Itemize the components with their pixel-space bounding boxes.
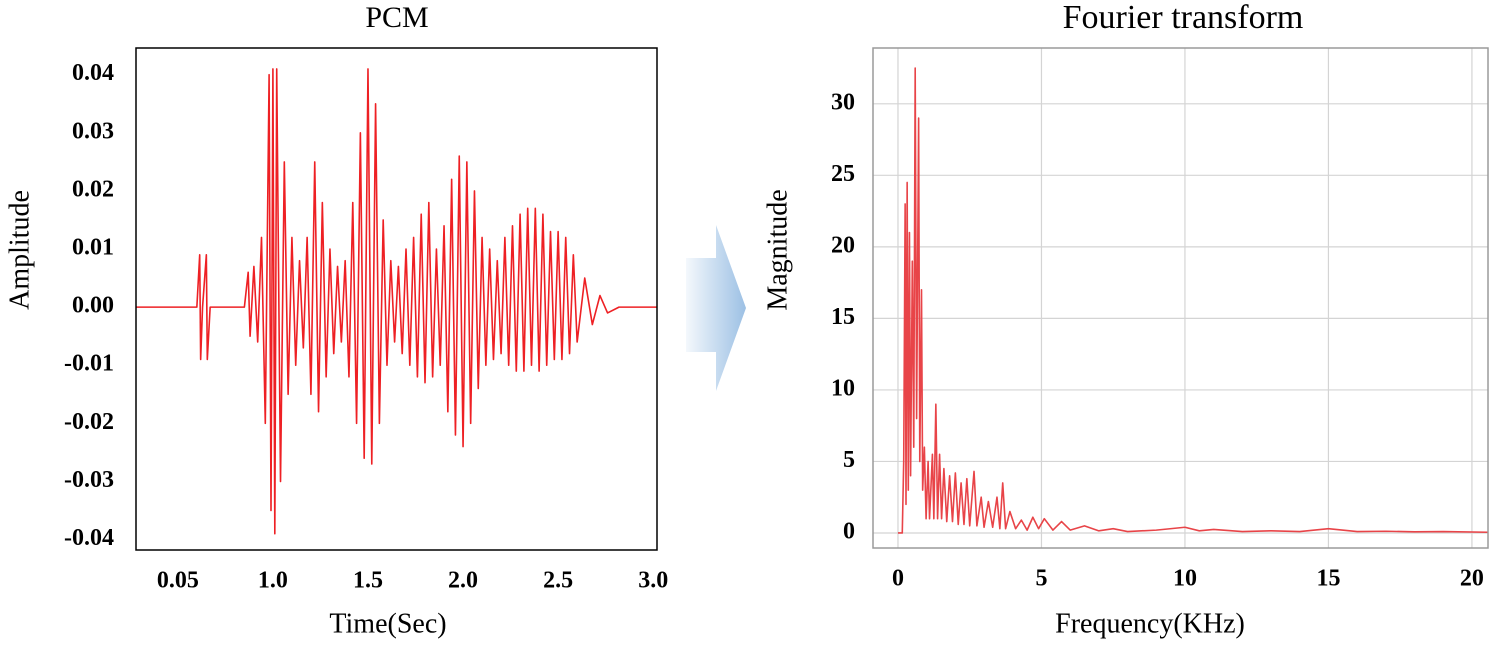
y-tick-label: 0.01 [72, 235, 114, 261]
signal-line [136, 68, 657, 535]
y-tick-label: 0.03 [72, 118, 114, 144]
y-axis-label: Magnitude [762, 189, 793, 310]
plot-area [873, 48, 1488, 548]
x-tick-label: 1.5 [353, 568, 383, 594]
x-axis-label: Time(Sec) [329, 608, 446, 639]
y-tick-label: 0.04 [72, 60, 114, 86]
x-tick-label: 20 [1460, 566, 1484, 592]
y-tick-label: 5 [843, 447, 855, 473]
x-tick-label: 5 [1035, 566, 1047, 592]
x-tick-label: 3.0 [638, 568, 668, 594]
y-tick-label: -0.04 [64, 525, 114, 551]
y-axis-label: Amplitude [4, 190, 35, 310]
y-tick-label: 0 [843, 518, 855, 544]
x-tick-label: 15 [1316, 566, 1340, 592]
chart-title: PCM [365, 1, 428, 34]
y-tick-label: 0.02 [72, 176, 114, 202]
y-tick-label: 30 [831, 89, 855, 115]
y-tick-label: 15 [831, 304, 855, 330]
y-tick-label: 25 [831, 161, 855, 187]
chart-title: Fourier transform [1063, 0, 1304, 36]
y-tick-label: -0.03 [64, 467, 114, 493]
x-tick-label: 1.0 [258, 568, 288, 594]
x-tick-label: 0 [892, 566, 904, 592]
plot-frame [135, 47, 658, 551]
signal-line [897, 67, 1488, 534]
y-tick-label: 0.00 [72, 293, 114, 319]
x-tick-label: 2.5 [543, 568, 573, 594]
y-tick-label: 20 [831, 232, 855, 258]
y-tick-label: -0.01 [64, 351, 114, 377]
y-tick-label: -0.02 [64, 409, 114, 435]
x-tick-label: 2.0 [448, 568, 478, 594]
x-axis-label: Frequency(KHz) [1055, 608, 1245, 639]
x-tick-label: 0.05 [157, 568, 199, 594]
y-tick-label: 10 [831, 375, 855, 401]
x-tick-label: 10 [1173, 566, 1197, 592]
plot-frame [872, 47, 1489, 549]
arrow [686, 225, 746, 391]
